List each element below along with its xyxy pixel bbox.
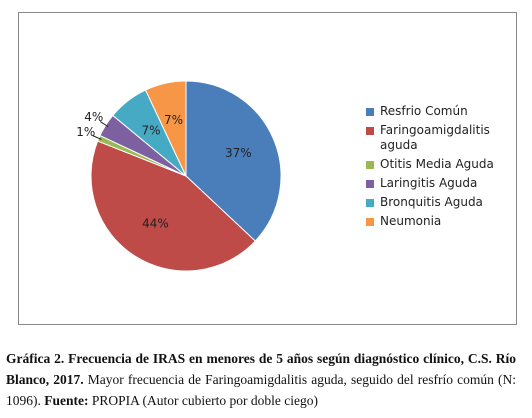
legend-label: Resfrio Común: [380, 104, 468, 118]
pie-slice: [185, 80, 282, 242]
caption-text: Gráfica 2. Frecuencia de IRAS en menores…: [6, 351, 516, 387]
legend-swatch: [366, 127, 374, 135]
legend-item: Neumonia: [366, 214, 506, 229]
chart: 37% 44% 1%4% 7%7%: [76, 80, 282, 272]
data-label: 7%: [164, 113, 183, 127]
legend-label: Laringitis Aguda: [380, 176, 478, 190]
legend-swatch: [366, 180, 374, 188]
legend-item: Otitis Media Aguda: [366, 157, 506, 172]
legend-item: Laringitis Aguda: [366, 176, 506, 191]
leader-line: [99, 121, 109, 128]
legend-label: Neumonia: [380, 214, 442, 228]
chart-frame: [18, 12, 517, 325]
legend: Resfrio Común Faringoamigdalitis aguda Oti…: [366, 104, 506, 233]
legend-swatch: [366, 161, 374, 169]
pie-slice: [144, 80, 187, 177]
legend-label: Faringoamigdalitis aguda: [380, 123, 490, 152]
data-label: 4%: [84, 110, 103, 124]
data-label: 7%: [142, 123, 161, 137]
caption-text: Mayor frecuencia de Faringoamigdalitis a…: [6, 372, 516, 408]
caption-text: Fuente:: [44, 393, 89, 408]
legend-swatch: [366, 218, 374, 226]
caption: Gráfica 2. Frecuencia de IRAS en menores…: [6, 348, 516, 411]
leader-line: [92, 135, 102, 140]
legend-swatch: [366, 108, 374, 116]
data-label: 1%: [76, 125, 95, 139]
pie-slice: [90, 140, 256, 272]
data-label: 44%: [142, 217, 169, 231]
legend-item: Faringoamigdalitis aguda: [366, 123, 506, 153]
legend-item: Resfrio Común: [366, 104, 506, 119]
legend-item: Bronquitis Aguda: [366, 195, 506, 210]
data-label: 37%: [225, 146, 252, 160]
legend-label: Bronquitis Aguda: [380, 195, 483, 209]
legend-swatch: [366, 199, 374, 207]
caption-text: PROPIA (Autor cubierto por doble ciego): [88, 393, 318, 408]
legend-label: Otitis Media Aguda: [380, 157, 494, 171]
